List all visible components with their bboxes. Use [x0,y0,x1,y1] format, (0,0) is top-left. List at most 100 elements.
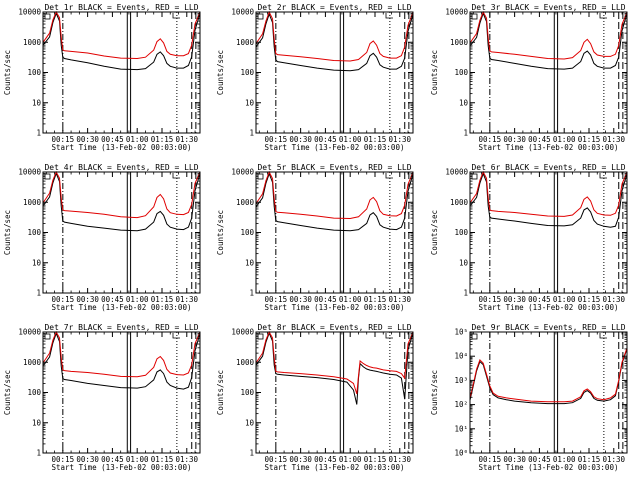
y-tick-label: 10000 [445,168,468,177]
panel-8: Det 8r BLACK = Events, RED = LLD 1 10 100 10… [216,323,414,472]
y-tick-label: 1 [36,289,41,298]
y-tick-label: 10⁵ [454,328,468,337]
x-tick-label: 01:15 [364,135,387,144]
y-tick-label: 1000 [23,358,42,367]
x-tick-label: 01:15 [151,135,174,144]
corner-box [44,13,51,20]
x-tick-label: 01:15 [578,455,601,464]
y-axis-title: Counts/sec [3,370,12,415]
y-tick-label: 100 [27,68,41,77]
x-tick-label: 00:15 [52,295,75,304]
corner-bracket [172,173,180,179]
y-tick-label: 1 [463,129,468,138]
x-tick-label: 01:30 [175,135,198,144]
x-tick-label: 01:00 [553,295,576,304]
x-tick-label: 00:15 [265,295,288,304]
y-axis-title: Counts/sec [430,50,439,95]
y-tick-label: 10 [245,98,255,107]
series-line-events [255,331,414,405]
series-line-lld [255,170,414,220]
y-tick-label: 10⁴ [454,352,468,361]
x-tick-label: 01:15 [151,455,174,464]
panel-title: Det 4r BLACK = Events, RED = LLD [44,163,198,172]
panel-3: Det 3r BLACK = Events, RED = LLD 1 10 100 10… [430,3,628,152]
y-tick-label: 10000 [231,168,254,177]
x-tick-label: 00:45 [101,295,124,304]
x-tick-label: 00:30 [76,455,99,464]
y-tick-label: 10 [32,98,42,107]
series-line-lld [42,10,201,60]
x-tick-label: 00:45 [101,455,124,464]
panel-title: Det 6r BLACK = Events, RED = LLD [471,163,625,172]
x-tick-label: 01:30 [388,135,411,144]
corner-box [257,13,264,20]
corner-box [257,173,264,180]
x-tick-label: 01:15 [578,295,601,304]
x-tick-label: 00:15 [52,455,75,464]
y-tick-label: 10 [32,258,42,267]
y-tick-label: 100 [454,68,468,77]
corner-bracket [599,13,607,19]
y-tick-label: 10000 [445,8,468,17]
corner-bracket [599,333,607,339]
y-tick-label: 1000 [23,198,42,207]
y-tick-label: 10 [32,418,42,427]
corner-bracket [385,13,393,19]
panel-4: Det 4r BLACK = Events, RED = LLD 1 10 100 10… [3,163,201,312]
panel-9: Det 9r BLACK = Events, RED = LLD 10⁰ 10¹ 10… [430,323,628,472]
x-tick-label: 01:00 [126,135,149,144]
panel-title: Det 1r BLACK = Events, RED = LLD [44,3,198,12]
series-line-lld [469,10,628,60]
x-tick-label: 01:15 [364,455,387,464]
x-tick-label: 01:30 [175,295,198,304]
x-tick-label: 00:45 [314,295,337,304]
x-tick-label: 01:15 [364,295,387,304]
y-tick-label: 1000 [236,38,255,47]
x-tick-label: 01:00 [126,455,149,464]
x-tick-label: 01:30 [388,455,411,464]
plot-frame [469,331,628,454]
y-axis-title: Counts/sec [3,50,12,95]
panel-title: Det 5r BLACK = Events, RED = LLD [257,163,411,172]
x-axis-title: Start Time (13-Feb-02 00:03:00) [52,303,192,312]
x-tick-label: 00:45 [101,135,124,144]
x-tick-label: 01:00 [339,455,362,464]
y-tick-label: 100 [454,228,468,237]
x-tick-label: 00:30 [503,295,526,304]
x-axis-title: Start Time (13-Feb-02 00:03:00) [265,303,405,312]
x-tick-label: 00:15 [479,295,502,304]
corner-box [471,173,478,180]
x-tick-label: 01:30 [602,135,625,144]
y-tick-label: 100 [240,228,254,237]
x-tick-label: 00:15 [479,455,502,464]
x-tick-label: 01:30 [602,295,625,304]
x-tick-label: 01:15 [578,135,601,144]
x-axis-title: Start Time (13-Feb-02 00:03:00) [265,143,405,152]
y-axis-title: Counts/sec [216,370,225,415]
y-tick-label: 100 [240,388,254,397]
panel-5: Det 5r BLACK = Events, RED = LLD 1 10 100 10… [216,163,414,312]
corner-bracket [385,333,393,339]
y-tick-label: 1 [36,449,41,458]
y-tick-label: 1 [463,289,468,298]
panel-title: Det 7r BLACK = Events, RED = LLD [44,323,198,332]
corner-box [471,13,478,20]
corner-box [44,333,51,340]
panel-6: Det 6r BLACK = Events, RED = LLD 1 10 100 10… [430,163,628,312]
panel-title: Det 2r BLACK = Events, RED = LLD [257,3,411,12]
y-tick-label: 1 [249,129,254,138]
y-tick-label: 1000 [450,38,469,47]
x-tick-label: 01:00 [553,455,576,464]
y-tick-label: 100 [27,228,41,237]
x-axis-title: Start Time (13-Feb-02 00:03:00) [52,143,192,152]
y-axis-title: Counts/sec [216,210,225,255]
x-tick-label: 01:00 [339,135,362,144]
y-tick-label: 10000 [231,328,254,337]
y-tick-label: 10000 [18,328,41,337]
y-tick-label: 10 [245,418,255,427]
y-tick-label: 10 [245,258,255,267]
x-tick-label: 00:30 [76,295,99,304]
y-axis-title: Counts/sec [430,210,439,255]
y-tick-label: 10 [459,98,469,107]
y-tick-label: 100 [27,388,41,397]
